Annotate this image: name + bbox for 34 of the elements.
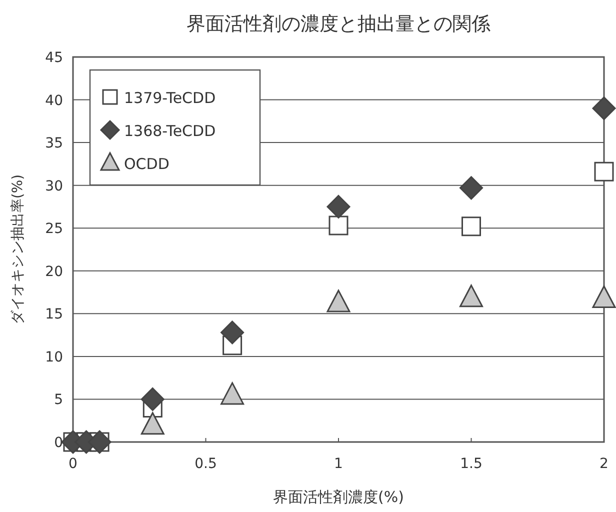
- point: [592, 96, 616, 120]
- y-tick-label: 5: [54, 392, 63, 408]
- y-tick-label: 15: [45, 306, 63, 323]
- x-tick-label: 2: [600, 456, 608, 472]
- x-tick-label: 1: [334, 456, 343, 472]
- legend-label: OCDD: [124, 155, 170, 173]
- x-tick-label: 1.5: [460, 456, 482, 472]
- point: [140, 412, 164, 435]
- x-axis-title: 界面活性剤濃度(%): [273, 488, 404, 506]
- y-axis-title: ダイオキシン抽出率(%): [10, 174, 26, 325]
- point: [326, 194, 350, 218]
- y-tick-label: 30: [45, 178, 63, 194]
- y-tick-label: 10: [45, 349, 63, 366]
- chart-title: 界面活性剤の濃度と抽出量との関係: [186, 13, 490, 35]
- y-tick-label: 25: [45, 221, 63, 238]
- y-tick-label: 40: [45, 92, 63, 109]
- x-tick-label: 0: [68, 456, 78, 472]
- legend-label: 1379-TeCDD: [124, 89, 216, 107]
- point: [460, 176, 483, 200]
- y-tick-label: 35: [45, 136, 63, 152]
- point: [592, 286, 616, 308]
- point: [462, 216, 481, 236]
- point: [140, 387, 164, 411]
- point: [220, 320, 244, 344]
- y-tick-label: 20: [45, 264, 63, 280]
- point: [220, 382, 244, 405]
- y-tick-label: 0: [54, 435, 63, 451]
- point: [328, 216, 348, 236]
- point: [594, 162, 614, 182]
- x-tick-label: 0.5: [194, 456, 217, 472]
- legend-label: 1368-TeCDD: [124, 122, 216, 140]
- point: [460, 284, 483, 308]
- point: [326, 290, 350, 312]
- y-tick-label: 45: [45, 50, 63, 66]
